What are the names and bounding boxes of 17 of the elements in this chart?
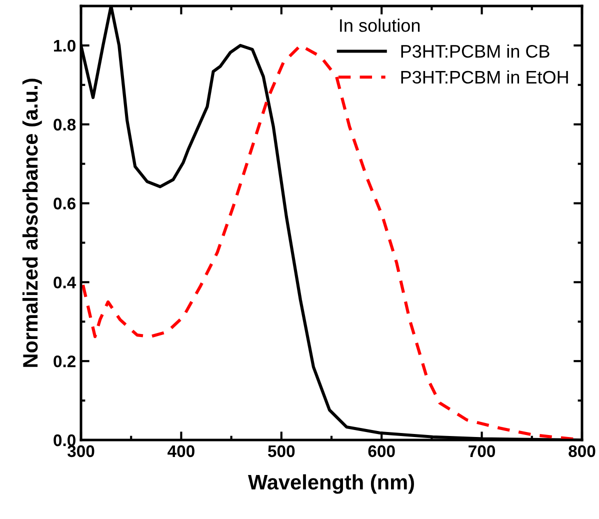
y-tick-label: 1.0 bbox=[54, 40, 76, 52]
y-tick-label: 0.0 bbox=[54, 434, 76, 446]
x-axis-title: Wavelength (nm) bbox=[248, 474, 414, 494]
y-tick-label: 0.2 bbox=[54, 355, 76, 368]
legend-label: P3HT:PCBM in CB bbox=[401, 44, 550, 58]
y-tick-label: 0.6 bbox=[54, 198, 76, 210]
x-tick-label: 500 bbox=[268, 445, 295, 458]
y-tick-label: 0.8 bbox=[54, 118, 76, 131]
x-tick-label: 400 bbox=[168, 445, 194, 458]
x-tick-label: 600 bbox=[368, 445, 395, 458]
x-tick-label: 700 bbox=[468, 445, 496, 458]
y-tick-label: 0.4 bbox=[54, 276, 76, 288]
x-tick-label: 800 bbox=[568, 445, 596, 458]
legend-label: P3HT:PCBM in EtOH bbox=[401, 70, 568, 84]
x-tick-label: 300 bbox=[67, 445, 94, 458]
legend-title: In solution bbox=[340, 18, 420, 32]
y-axis-title: Normalized absorbance (a.u.) bbox=[22, 78, 42, 367]
